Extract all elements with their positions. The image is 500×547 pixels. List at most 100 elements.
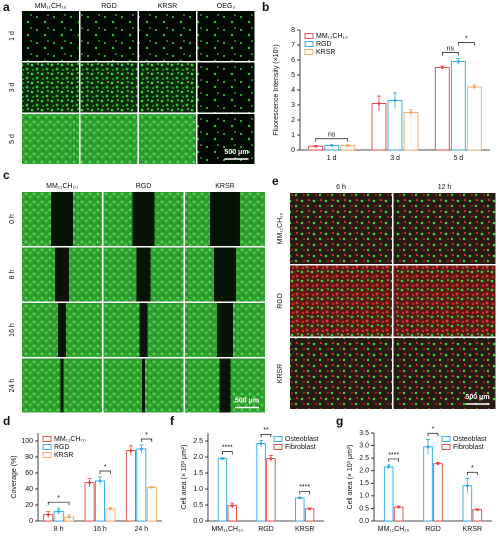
bar — [295, 497, 305, 522]
y-tick-label: 0.0 — [359, 518, 369, 525]
y-tick-label: 2.5 — [359, 455, 369, 462]
micrograph — [197, 62, 255, 113]
micrograph — [22, 11, 79, 61]
micrograph — [80, 114, 138, 164]
y-tick-label: 4 — [291, 87, 295, 94]
y-tick-label: 2.5 — [193, 438, 203, 445]
legend-label: RGD — [54, 444, 70, 451]
significance-label: * — [145, 432, 148, 439]
data-point — [129, 449, 133, 452]
y-tick-label: 5 — [291, 72, 295, 79]
x-tick-label: KRSR — [463, 526, 482, 533]
legend-label: MM₁₁CH₁₀ — [54, 436, 86, 443]
significance-label: * — [104, 464, 107, 471]
column-label: 6 h — [336, 184, 346, 191]
data-point — [397, 505, 401, 509]
significance-label: ns — [447, 45, 455, 52]
y-tick-label: 7 — [291, 42, 295, 49]
significance-bracket — [260, 434, 272, 438]
panel-label: a — [3, 0, 10, 14]
significance-bracket — [47, 501, 70, 506]
y-axis-label: Cell area (× 10³ μm²) — [181, 445, 188, 510]
wound-gap — [51, 192, 73, 246]
panel-label: b — [262, 0, 269, 14]
significance-bracket — [140, 438, 153, 442]
row-label: 0 h — [9, 214, 16, 224]
column-label: KRSR — [158, 3, 177, 10]
micrograph — [139, 11, 196, 61]
significance-label: **** — [222, 444, 233, 451]
panel-label: e — [272, 174, 279, 188]
data-point — [440, 66, 444, 69]
column-label: MM₁₁CH₁₀ — [35, 3, 67, 10]
y-tick-label: 3 — [291, 102, 295, 109]
legend-swatch — [42, 436, 52, 442]
data-point — [67, 515, 71, 519]
bar — [450, 61, 466, 151]
significance-bracket — [457, 42, 475, 46]
y-tick-label: 1 — [291, 132, 295, 139]
data-point — [308, 507, 311, 511]
y-tick-label: 6 — [291, 57, 295, 64]
scale-bar-label: 500 μm — [235, 397, 259, 404]
y-tick-label: 2.0 — [193, 454, 203, 461]
y-tick-label: 0 — [291, 147, 295, 154]
y-axis-label: Cell area (× 10³ μm²) — [347, 445, 354, 510]
significance-bracket — [388, 458, 399, 462]
y-tick-label: 3.0 — [359, 442, 369, 449]
micrograph — [290, 338, 392, 409]
y-tick-label: 1.0 — [193, 486, 203, 493]
bar — [105, 508, 116, 522]
y-tick-label: 1.5 — [193, 470, 203, 477]
panel-label: c — [3, 168, 10, 182]
bar — [266, 458, 276, 522]
data-point — [346, 144, 350, 147]
wound-gap — [214, 247, 236, 302]
y-tick-label: 2 — [291, 117, 295, 124]
row-label: 24 h — [9, 379, 16, 393]
bar — [403, 112, 419, 151]
data-point — [46, 513, 50, 516]
micrograph — [139, 114, 196, 164]
data-point — [475, 508, 479, 512]
y-tick-label: 0 — [29, 518, 33, 525]
column-label: RGD — [136, 183, 152, 190]
row-label: MM₁₁CH₁₀ — [277, 213, 284, 245]
micrograph — [197, 11, 255, 61]
micrograph — [393, 338, 496, 409]
data-point — [57, 510, 61, 513]
micrograph — [22, 114, 79, 164]
row-label: 8 h — [9, 270, 16, 280]
y-axis-label: Coverage (%) — [11, 455, 18, 498]
y-tick-label: 60 — [25, 470, 33, 477]
legend-swatch — [42, 444, 52, 450]
legend-swatch — [273, 444, 283, 450]
significance-label: ** — [263, 427, 269, 434]
row-label: KRSR — [277, 364, 284, 383]
y-tick-label: 0.0 — [193, 518, 203, 525]
wound-gap — [219, 358, 231, 413]
data-point — [426, 445, 430, 449]
micrograph — [393, 193, 496, 264]
significance-bracket — [222, 451, 233, 455]
y-tick-label: 2.0 — [359, 468, 369, 475]
bar — [383, 466, 394, 522]
micrograph — [80, 11, 138, 61]
y-tick-label: 1.0 — [359, 493, 369, 500]
data-point — [150, 486, 154, 489]
column-label: MM₁₁CH₁₀ — [46, 183, 78, 190]
significance-label: ns — [328, 132, 336, 139]
legend-label: KRSR — [54, 452, 73, 459]
data-point — [88, 481, 91, 484]
bar — [423, 446, 433, 522]
y-tick-label: 20 — [25, 502, 33, 509]
x-tick-label: MM₁₁CH₁₀ — [378, 526, 410, 533]
wound-gap — [132, 192, 155, 246]
x-tick-label: 16 h — [93, 526, 107, 533]
panel-label: g — [336, 414, 343, 428]
x-tick-label: RGD — [258, 526, 274, 533]
data-point — [330, 144, 334, 147]
panel-label: d — [3, 414, 10, 428]
